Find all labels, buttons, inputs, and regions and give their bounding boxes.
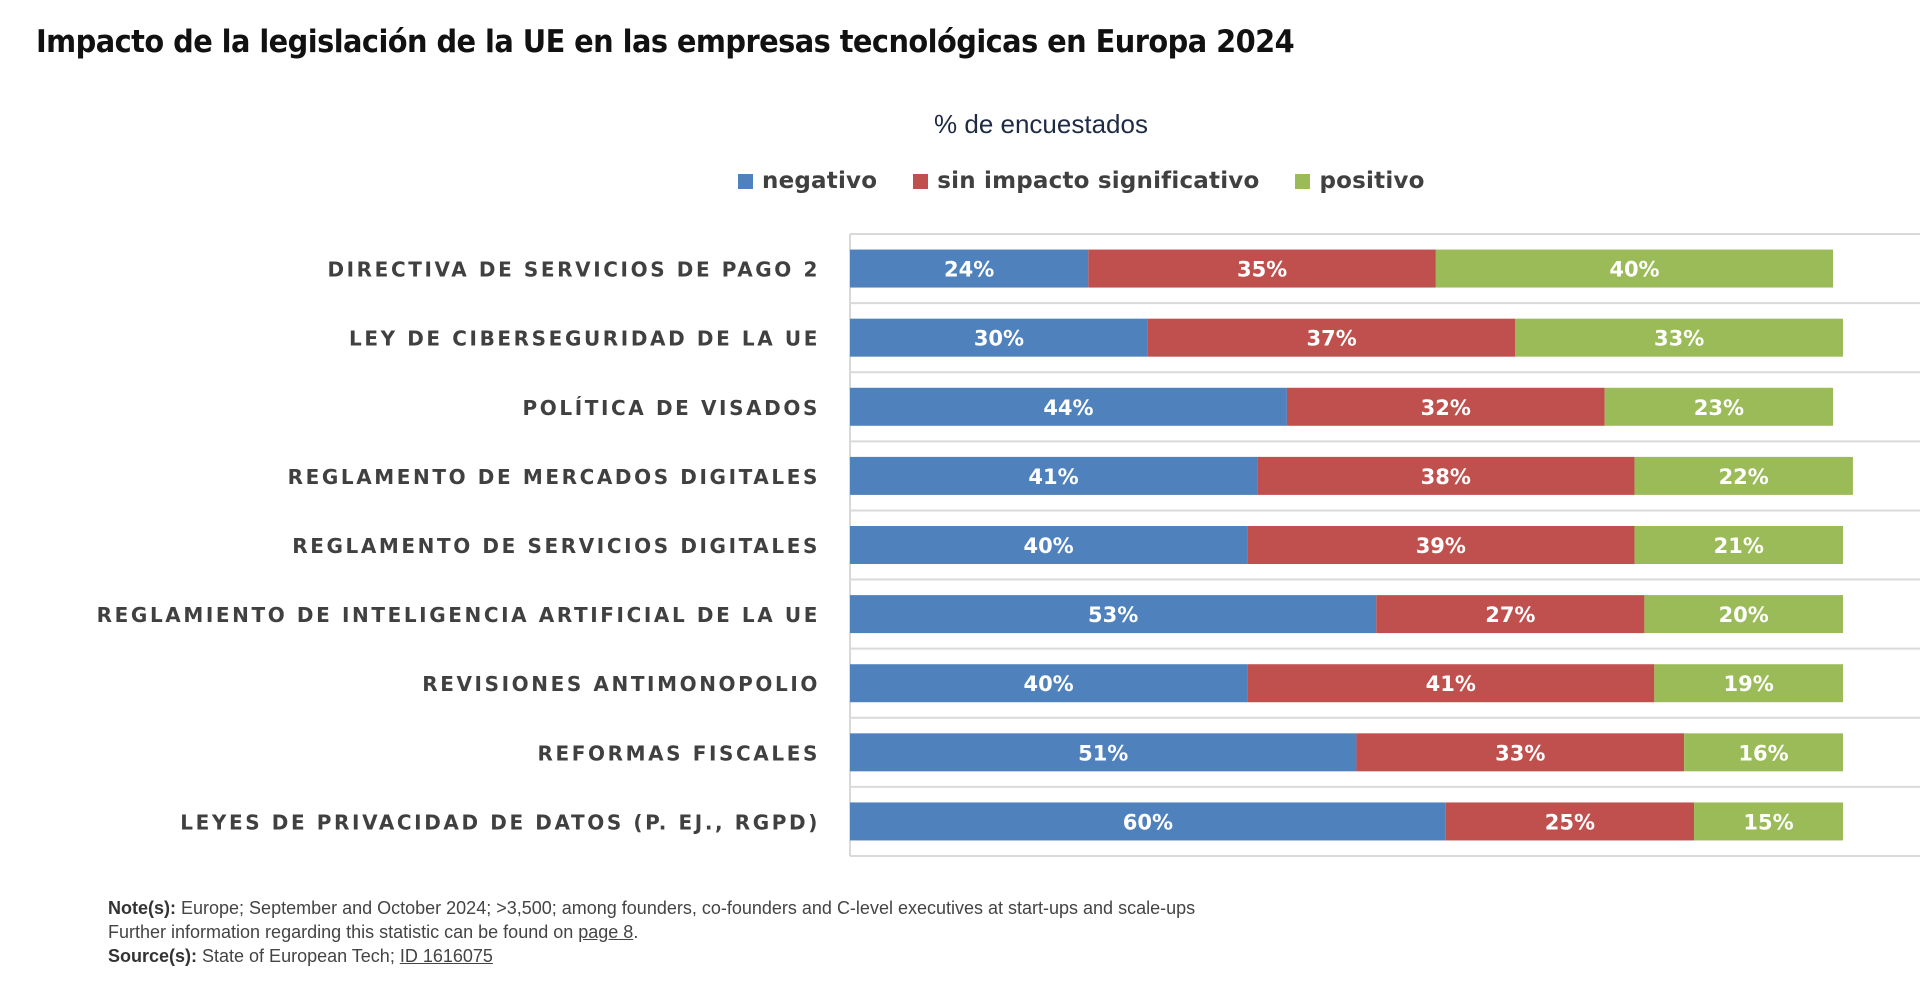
bar-segment-positivo: [1634, 456, 1853, 495]
data-label: 19%: [1724, 672, 1774, 696]
source-label: Source(s):: [108, 946, 198, 966]
bar-segment-negativo: [850, 802, 1446, 841]
bar-segment-positivo: [1604, 387, 1834, 426]
note-line: Note(s): Europe; September and October 2…: [108, 896, 1195, 920]
bar-segment-negativo: [850, 387, 1287, 426]
note-text: Europe; September and October 2024; >3,5…: [176, 898, 1196, 918]
legend-swatch-sin-impacto: [913, 173, 929, 189]
bar-segment-sin-impacto-significativo: [1147, 318, 1516, 357]
bar-segment-positivo: [1644, 595, 1843, 634]
further-info-line: Further information regarding this stati…: [108, 920, 1195, 944]
category-label: REFORMAS FISCALES: [537, 741, 820, 765]
bar-segment-sin-impacto-significativo: [1088, 249, 1436, 288]
chart-title: Impacto de la legislación de la UE en la…: [36, 24, 1295, 60]
bar-segment-sin-impacto-significativo: [1247, 526, 1635, 564]
data-label: 24%: [944, 258, 994, 282]
category-label: REGLAMIENTO DE INTELIGENCIA ARTIFICIAL D…: [97, 603, 820, 627]
bar-segment-positivo: [1435, 249, 1834, 288]
bar-segment-positivo: [1515, 318, 1843, 357]
bar-segment-sin-impacto-significativo: [1376, 595, 1645, 634]
bar-segment-sin-impacto-significativo: [1247, 664, 1655, 703]
data-label: 60%: [1123, 810, 1173, 834]
bar-segment-sin-impacto-significativo: [1356, 733, 1685, 772]
data-label: 27%: [1485, 603, 1535, 627]
data-label: 32%: [1421, 396, 1471, 420]
data-label: 23%: [1694, 396, 1744, 420]
legend-label: positivo: [1319, 168, 1425, 194]
data-label: 15%: [1743, 810, 1793, 834]
category-label: LEYES DE PRIVACIDAD DE DATOS (P. EJ., RG…: [180, 810, 820, 834]
data-label: 16%: [1738, 741, 1788, 765]
category-label: DIRECTIVA DE SERVICIOS DE PAGO 2: [327, 258, 820, 282]
page-link[interactable]: page 8: [578, 922, 634, 942]
bar-segment-positivo: [1654, 664, 1843, 703]
data-label: 40%: [1023, 534, 1073, 558]
data-label: 40%: [1023, 672, 1073, 696]
legend-item-positivo: positivo: [1295, 168, 1424, 194]
data-label: 53%: [1088, 603, 1138, 627]
bar-segment-negativo: [850, 664, 1248, 703]
data-label: 33%: [1654, 327, 1704, 351]
data-label: 25%: [1545, 810, 1595, 834]
category-label: REGLAMENTO DE MERCADOS DIGITALES: [288, 465, 820, 489]
data-label: 22%: [1719, 465, 1769, 489]
bar-segment-negativo: [850, 318, 1148, 357]
data-label: 40%: [1609, 258, 1659, 282]
legend-swatch-positivo: [1295, 173, 1311, 189]
data-label: 30%: [974, 327, 1024, 351]
category-label: POLÍTICA DE VISADOS: [523, 396, 821, 420]
data-label: 41%: [1028, 465, 1078, 489]
legend-label: sin impacto significativo: [937, 168, 1260, 194]
note-label: Note(s):: [108, 898, 176, 918]
category-label: REVISIONES ANTIMONOPOLIO: [422, 672, 820, 696]
source-line: Source(s): State of European Tech; ID 16…: [108, 944, 1195, 968]
source-text: State of European Tech;: [197, 946, 400, 966]
legend: negativo sin impacto significativo posit…: [738, 168, 1461, 194]
data-label: 51%: [1078, 741, 1128, 765]
data-label: 21%: [1714, 534, 1764, 558]
bar-segment-negativo: [850, 249, 1089, 288]
legend-swatch-negativo: [738, 173, 753, 189]
further-text: Further information regarding this stati…: [108, 922, 579, 942]
bar-chart: DIRECTIVA DE SERVICIOS DE PAGO 2 24% 35% 40…: [97, 233, 1920, 857]
data-label: 41%: [1426, 672, 1476, 696]
data-label: 44%: [1043, 396, 1093, 420]
bar-segment-negativo: [850, 733, 1357, 772]
bar-segment-sin-impacto-significativo: [1257, 456, 1635, 495]
bar-segment-sin-impacto-significativo: [1286, 387, 1605, 426]
data-label: 37%: [1306, 327, 1356, 351]
bar-segment-positivo: [1694, 802, 1843, 841]
further-end: .: [633, 922, 639, 942]
bar-segment-negativo: [850, 526, 1248, 564]
notes: Note(s): Europe; September and October 2…: [108, 896, 1195, 968]
legend-item-sin-impacto: sin impacto significativo: [913, 168, 1259, 194]
legend-label: negativo: [762, 168, 878, 194]
bar-segment-positivo: [1634, 526, 1843, 564]
bar-segment-sin-impacto-significativo: [1445, 802, 1695, 841]
data-label: 20%: [1719, 603, 1769, 627]
category-label: REGLAMENTO DE SERVICIOS DIGITALES: [292, 534, 820, 558]
bar-segment-positivo: [1684, 733, 1843, 772]
bar-segment-negativo: [850, 456, 1258, 495]
data-label: 35%: [1237, 258, 1287, 282]
category-label: LEY DE CIBERSEGURIDAD DE LA UE: [349, 327, 820, 351]
data-label: 38%: [1421, 465, 1471, 489]
statistic-id-link[interactable]: ID 1616075: [399, 946, 493, 966]
data-label: 39%: [1416, 534, 1466, 558]
legend-item-negativo: negativo: [738, 168, 877, 194]
chart-subtitle: % de encuestados: [934, 109, 1148, 139]
bar-segment-negativo: [850, 595, 1377, 634]
data-label: 33%: [1495, 741, 1545, 765]
